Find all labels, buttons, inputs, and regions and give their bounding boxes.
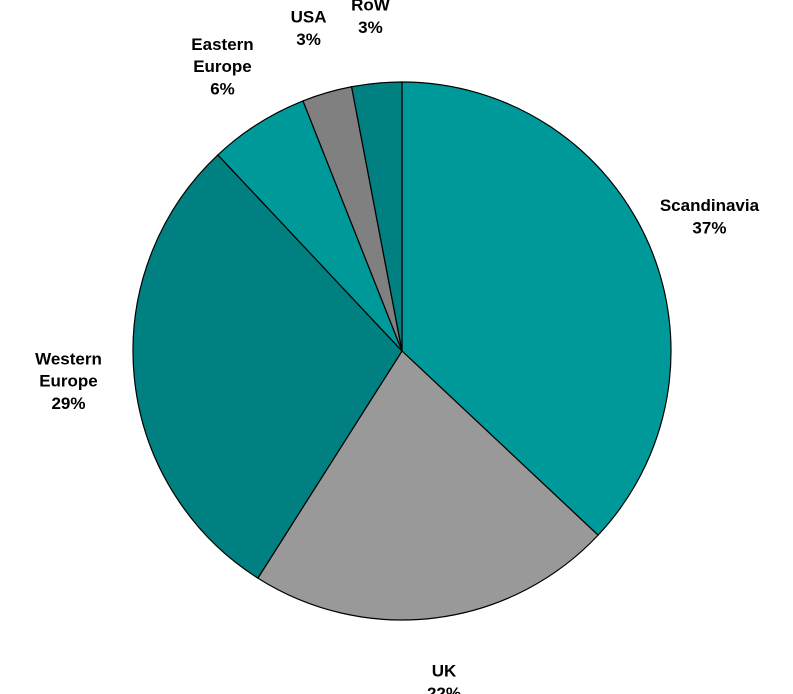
slice-value-label: 22% — [427, 684, 461, 694]
slice-label: Western Europe — [35, 350, 102, 391]
slice-label-line: UK — [432, 662, 457, 681]
slice-value-label: 3% — [296, 30, 321, 49]
slice-label: Scandinavia — [660, 196, 760, 215]
slice-value-label: 29% — [51, 394, 85, 413]
slice-label-line: Europe — [39, 372, 98, 391]
slice-label: UK — [432, 662, 457, 681]
slice-label-line: RoW — [351, 0, 391, 15]
slice-label-line: Scandinavia — [660, 196, 760, 215]
pie-slice — [132, 154, 403, 579]
slice-label-line: Eastern — [191, 36, 253, 55]
slice-label: Eastern Europe — [191, 36, 253, 77]
slice-value-label: 37% — [692, 218, 726, 237]
slice-label: RoW — [351, 0, 391, 15]
slice-label-line: Europe — [193, 58, 252, 77]
pie-slice — [401, 81, 672, 536]
slice-label: USA — [291, 8, 327, 27]
slice-label-line: USA — [291, 8, 327, 27]
pie-slice — [350, 81, 403, 352]
pie-slice — [257, 350, 599, 621]
slice-label-line: Western — [35, 350, 102, 369]
slice-value-label: 6% — [210, 80, 235, 99]
slice-value-label: 3% — [358, 18, 383, 37]
